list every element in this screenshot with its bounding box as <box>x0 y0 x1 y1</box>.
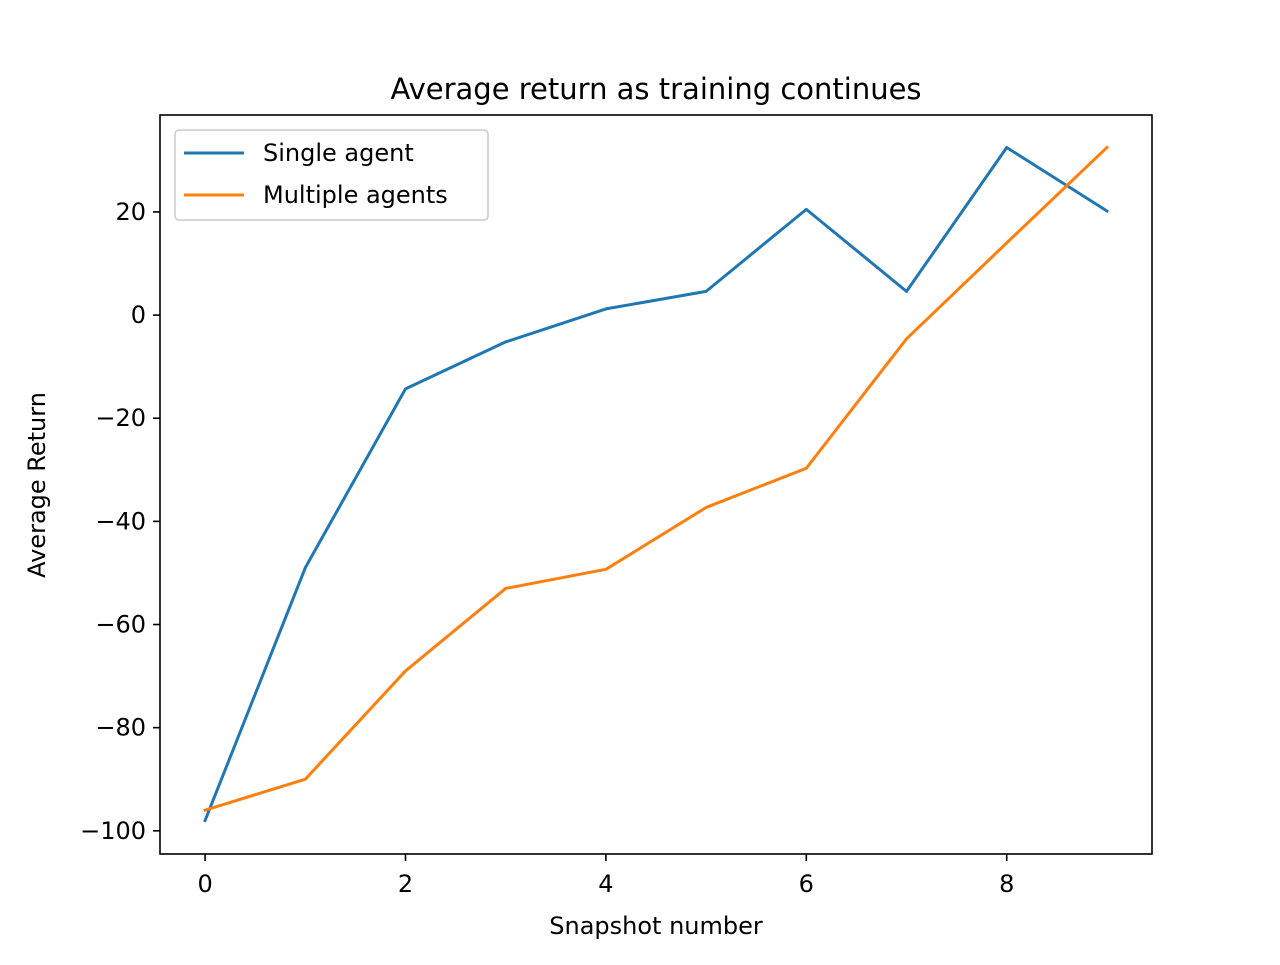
y-tick-label: −60 <box>95 611 146 639</box>
x-tick-label: 4 <box>598 870 613 898</box>
y-axis-title: Average Return <box>23 392 51 578</box>
axis-ticks: 0 2 4 6 8 −100 −80 −60 −40 −20 0 20 <box>80 198 1014 898</box>
series-line-single-agent <box>203 145 1109 823</box>
x-tick-label: 0 <box>197 870 212 898</box>
legend-box <box>174 129 489 221</box>
y-tick-label: 0 <box>131 301 146 329</box>
series-line-multiple-agents <box>203 145 1110 813</box>
axes-frame <box>159 114 1153 855</box>
legend-label: Multiple agents <box>263 181 448 209</box>
x-tick-label: 6 <box>799 870 814 898</box>
y-tick-label: 20 <box>115 198 146 226</box>
x-tick-label: 8 <box>999 870 1014 898</box>
y-tick-label: −100 <box>80 817 146 845</box>
y-tick-label: −80 <box>95 714 146 742</box>
x-tick-label: 2 <box>398 870 413 898</box>
plot-area <box>203 145 1110 823</box>
chart-title: Average return as training continues <box>390 72 921 106</box>
x-axis-title: Snapshot number <box>549 912 763 940</box>
y-tick-label: −20 <box>95 404 146 432</box>
legend-label: Single agent <box>263 139 414 167</box>
legend: Single agent Multiple agents <box>174 129 489 221</box>
y-tick-label: −40 <box>95 507 146 535</box>
